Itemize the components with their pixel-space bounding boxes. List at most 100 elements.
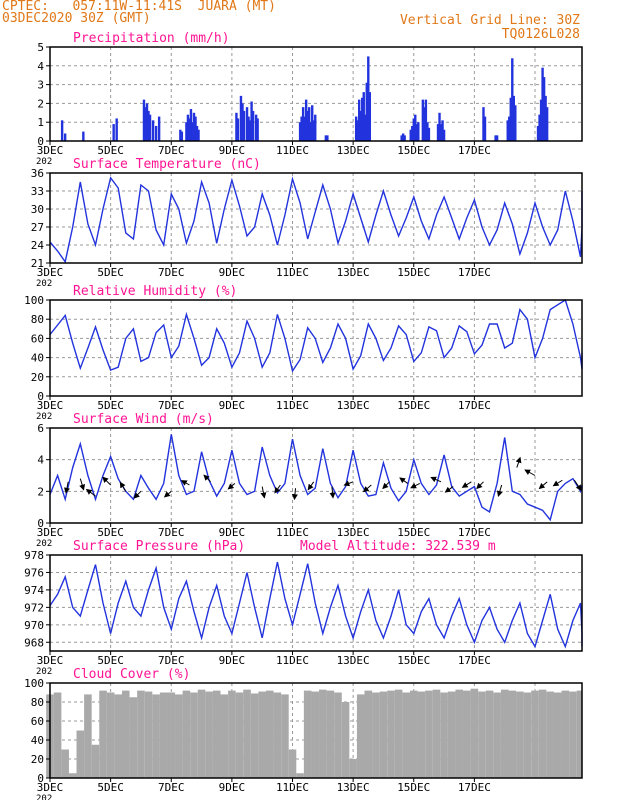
precip-bar bbox=[185, 122, 188, 141]
precip-bar bbox=[439, 124, 443, 141]
press-ytick-label: 968 bbox=[24, 636, 44, 649]
cloud-bar bbox=[334, 692, 342, 778]
cloud-ytick-label: 20 bbox=[31, 753, 44, 766]
cloud-bar bbox=[159, 692, 168, 778]
precip-bar bbox=[368, 92, 372, 141]
cloud-panel-title: Cloud Cover (%) bbox=[73, 667, 190, 682]
cloud-bar bbox=[319, 689, 327, 778]
precip-bar bbox=[417, 122, 420, 141]
cloud-bar bbox=[546, 691, 554, 778]
press-xtick-label: 13DEC bbox=[337, 654, 370, 667]
precip-ytick-label: 0 bbox=[37, 135, 44, 148]
wind-xtick-label: 5DEC bbox=[97, 526, 124, 539]
wind-vector-arrow bbox=[524, 469, 536, 476]
cloud-xtick-label: 13DEC bbox=[337, 781, 370, 794]
precip-bar bbox=[542, 77, 546, 141]
wind-ytick-label: 6 bbox=[37, 422, 44, 435]
press-xtick-label: 3DEC bbox=[37, 654, 64, 667]
wind-xtick-label: 3DEC bbox=[37, 526, 64, 539]
press-xtick-label: 11DEC bbox=[276, 654, 309, 667]
precip-bar bbox=[82, 131, 85, 141]
precip-bar bbox=[63, 133, 67, 141]
rh-ytick-label: 20 bbox=[31, 371, 44, 384]
precip-bar bbox=[541, 67, 544, 141]
wind-vector-arrow bbox=[274, 484, 281, 494]
precip-ytick-label: 5 bbox=[37, 41, 44, 54]
wind-vector-arrow bbox=[382, 481, 390, 490]
cloud-bar bbox=[356, 694, 365, 778]
press-xtick-label: 15DEC bbox=[397, 654, 430, 667]
cloud-xtick-label: 9DEC bbox=[219, 781, 246, 794]
wind-vector-arrow bbox=[203, 474, 212, 483]
rh-panel-title: Relative Humidity (%) bbox=[73, 284, 237, 299]
cloud-bar bbox=[114, 694, 122, 778]
precip-bar bbox=[326, 135, 329, 141]
temp-ytick-label: 21 bbox=[31, 257, 44, 270]
precip-bar bbox=[312, 120, 315, 141]
temp-xtick-label: 5DEC bbox=[97, 266, 124, 279]
rh-xtick-label: 15DEC bbox=[397, 399, 430, 412]
precip-bar bbox=[414, 114, 417, 141]
temp-ytick-label: 33 bbox=[31, 185, 44, 198]
cloud-bar bbox=[288, 749, 297, 778]
precip-year-stub: 202 bbox=[36, 157, 52, 167]
precip-bar bbox=[148, 114, 152, 141]
cloud-bar bbox=[394, 689, 403, 778]
press-xtick-label: 17DEC bbox=[458, 654, 491, 667]
cloud-bar bbox=[326, 690, 335, 778]
precip-bar bbox=[191, 122, 194, 141]
cloud-bar bbox=[220, 694, 229, 778]
precip-bar bbox=[412, 118, 415, 141]
cloud-bar bbox=[84, 694, 92, 778]
precip-bar bbox=[354, 116, 358, 141]
precip-frame bbox=[49, 46, 583, 142]
cloud-bar bbox=[228, 690, 236, 778]
precip-bar bbox=[514, 105, 517, 141]
precip-ytick-label: 4 bbox=[37, 60, 44, 73]
cloud-bar bbox=[463, 690, 471, 778]
precip-bar bbox=[306, 110, 309, 141]
rh-ytick-label: 40 bbox=[31, 352, 44, 365]
press-ytick-label: 976 bbox=[24, 566, 44, 579]
press-model-altitude: Model Altitude: 322.539 m bbox=[300, 539, 496, 554]
cloud-bar bbox=[409, 690, 418, 778]
precip-bar bbox=[424, 99, 428, 141]
cloud-xtick-label: 3DEC bbox=[37, 781, 64, 794]
wind-xtick-label: 9DEC bbox=[219, 526, 246, 539]
precip-bar bbox=[421, 99, 425, 141]
wind-vector-arrow bbox=[515, 456, 522, 468]
cloud-bar bbox=[258, 691, 266, 778]
rh-xtick-label: 13DEC bbox=[337, 399, 370, 412]
cloud-bar bbox=[129, 697, 138, 778]
precip-bar bbox=[538, 114, 541, 141]
wind-vector-arrow bbox=[260, 486, 267, 499]
precip-xtick-label: 9DEC bbox=[219, 144, 246, 157]
press-series-line bbox=[49, 561, 583, 649]
precip-ytick-label: 1 bbox=[37, 116, 44, 129]
cloud-bar bbox=[68, 773, 77, 778]
rh-xtick-label: 9DEC bbox=[219, 399, 246, 412]
precip-xtick-label: 7DEC bbox=[158, 144, 185, 157]
precip-bar bbox=[483, 116, 487, 141]
precip-bar bbox=[423, 107, 426, 141]
wind-vector-arrow bbox=[430, 476, 442, 483]
precip-bar bbox=[508, 116, 511, 141]
temp-xtick-label: 15DEC bbox=[397, 266, 430, 279]
cloud-bar bbox=[447, 691, 456, 778]
wind-vector-arrow bbox=[552, 479, 563, 487]
precip-bar bbox=[189, 109, 193, 141]
temp-xtick-label: 9DEC bbox=[219, 266, 246, 279]
precip-bar bbox=[239, 95, 243, 141]
cloud-bar bbox=[417, 691, 426, 778]
precip-bar bbox=[301, 107, 305, 141]
precip-ytick-label: 3 bbox=[37, 79, 44, 92]
cloud-xtick-label: 5DEC bbox=[97, 781, 124, 794]
cloud-ytick-label: 40 bbox=[31, 734, 44, 747]
cloud-bar bbox=[311, 691, 320, 778]
wind-vector-arrow bbox=[291, 488, 298, 501]
temp-xtick-label: 13DEC bbox=[337, 266, 370, 279]
precip-bar bbox=[494, 135, 497, 141]
precip-bar bbox=[539, 99, 543, 141]
precip-bar bbox=[314, 114, 317, 141]
rh-xtick-label: 3DEC bbox=[37, 399, 64, 412]
